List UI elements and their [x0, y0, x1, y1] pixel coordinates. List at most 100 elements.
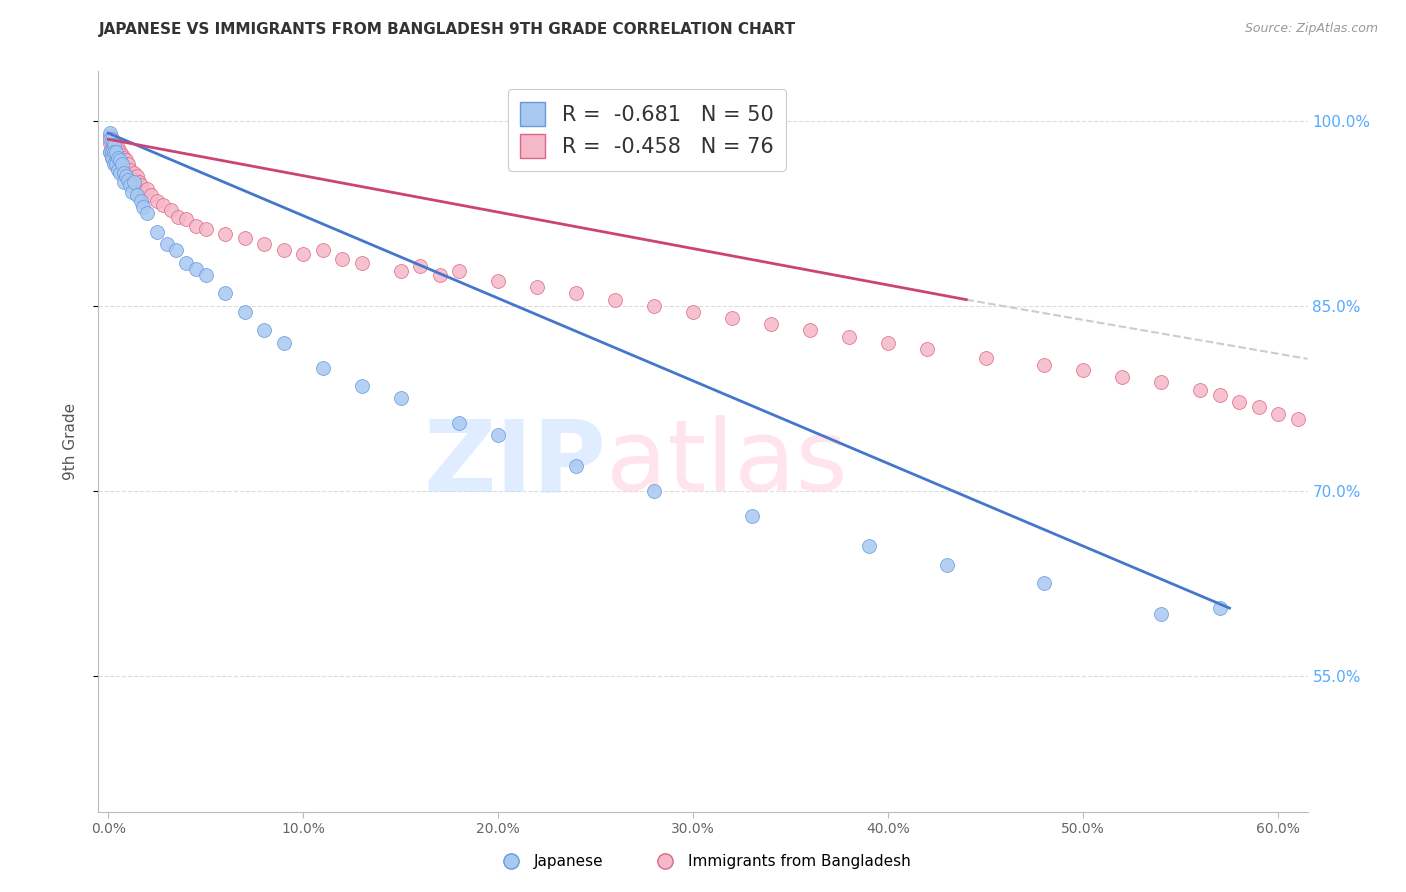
Point [132, 186, 155, 200]
Point [917, 342, 939, 356]
Point [121, 169, 143, 184]
Point [167, 210, 190, 224]
Text: ZIP: ZIP [423, 416, 606, 512]
Point [101, 145, 124, 159]
Point [233, 231, 256, 245]
Point [312, 244, 335, 258]
Point [118, 163, 141, 178]
Point [111, 157, 134, 171]
Point [101, 141, 124, 155]
Point [1227, 395, 1250, 409]
Point [114, 163, 136, 178]
Point [1150, 376, 1173, 390]
Point [104, 157, 127, 171]
Text: atlas: atlas [606, 416, 848, 512]
Point [103, 153, 125, 168]
Point [101, 132, 124, 146]
Point [643, 299, 665, 313]
Point [152, 197, 174, 211]
Point [108, 153, 131, 168]
Point [127, 187, 149, 202]
Point [565, 286, 588, 301]
Point [526, 280, 548, 294]
Point [312, 360, 335, 375]
Point [174, 255, 197, 269]
Point [174, 212, 197, 227]
Point [1209, 601, 1232, 615]
Point [121, 186, 143, 200]
Point [486, 274, 509, 288]
Point [974, 351, 997, 365]
Point [643, 483, 665, 498]
Point [194, 222, 217, 236]
Point [112, 176, 135, 190]
Point [107, 151, 129, 165]
Point [103, 138, 125, 153]
Point [122, 176, 145, 190]
Point [389, 392, 412, 406]
Point [108, 165, 131, 179]
Point [1033, 358, 1056, 372]
Point [132, 200, 155, 214]
Point [107, 141, 129, 155]
Point [104, 138, 127, 153]
Point [146, 225, 169, 239]
Point [103, 145, 125, 159]
Point [350, 255, 373, 269]
Point [1267, 408, 1289, 422]
Point [1286, 412, 1309, 426]
Point [104, 157, 127, 171]
Point [101, 151, 124, 165]
Point [449, 264, 471, 278]
Point [1111, 370, 1133, 384]
Point [101, 132, 124, 146]
Point [184, 219, 207, 233]
Point [127, 169, 149, 184]
Point [139, 187, 162, 202]
Point [103, 136, 125, 150]
Point [877, 335, 900, 350]
Point [118, 178, 141, 192]
Point [114, 169, 136, 184]
Point [935, 558, 957, 572]
Point [214, 286, 236, 301]
Point [233, 305, 256, 319]
Text: Source: ZipAtlas.com: Source: ZipAtlas.com [1244, 22, 1378, 36]
Point [273, 244, 295, 258]
Point [98, 145, 121, 159]
Point [1189, 383, 1212, 397]
Point [330, 252, 353, 266]
Point [146, 194, 169, 208]
Point [292, 247, 315, 261]
Point [184, 261, 207, 276]
Point [409, 260, 432, 274]
Point [131, 178, 153, 192]
Point [1150, 607, 1173, 622]
Point [273, 335, 295, 350]
Point [124, 173, 146, 187]
Point [449, 416, 471, 430]
Text: JAPANESE VS IMMIGRANTS FROM BANGLADESH 9TH GRADE CORRELATION CHART: JAPANESE VS IMMIGRANTS FROM BANGLADESH 9… [98, 22, 796, 37]
Point [103, 157, 125, 171]
Point [389, 264, 412, 278]
Point [104, 148, 127, 162]
Point [165, 244, 187, 258]
Point [107, 161, 129, 175]
Point [98, 132, 121, 146]
Point [799, 324, 821, 338]
Legend: R =  -0.681   N = 50, R =  -0.458   N = 76: R = -0.681 N = 50, R = -0.458 N = 76 [508, 89, 786, 170]
Point [156, 237, 179, 252]
Point [350, 379, 373, 393]
Point [117, 157, 139, 171]
Point [1209, 387, 1232, 401]
Point [98, 145, 121, 159]
Point [108, 153, 131, 168]
Point [253, 324, 276, 338]
Point [108, 145, 131, 159]
Point [111, 148, 134, 162]
Point [741, 508, 763, 523]
Point [131, 194, 153, 208]
Point [122, 165, 145, 179]
Point [136, 181, 159, 195]
Point [114, 153, 136, 168]
